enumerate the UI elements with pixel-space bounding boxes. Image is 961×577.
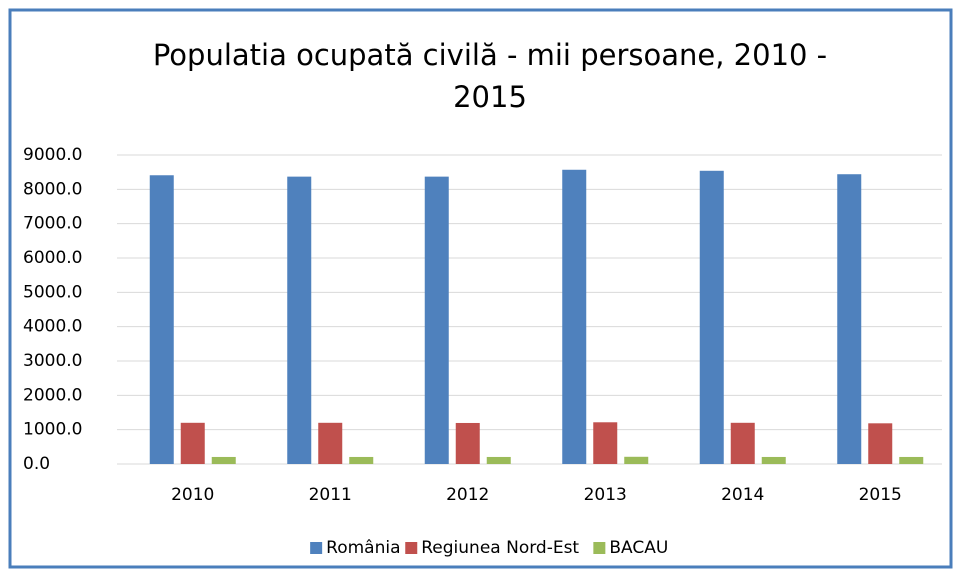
legend-label: Regiunea Nord-Est: [421, 538, 579, 558]
bar: [699, 170, 724, 464]
bar: [593, 422, 618, 464]
bar: [318, 422, 343, 464]
y-tick-label: 6000.0: [23, 248, 82, 268]
y-tick-label: 5000.0: [23, 282, 82, 302]
bar: [455, 422, 480, 464]
bar: [730, 422, 755, 464]
bar: [287, 176, 312, 464]
chart-border: [8, 8, 953, 569]
x-tick-label: 2014: [721, 485, 764, 505]
bar: [761, 456, 786, 464]
x-tick-label: 2015: [859, 485, 902, 505]
legend-swatch: [310, 542, 323, 554]
bar: [562, 169, 587, 464]
y-tick-label: 8000.0: [23, 179, 82, 199]
y-tick-label: 3000.0: [23, 351, 82, 371]
x-tick-label: 2012: [446, 485, 489, 505]
legend-label: BACAU: [609, 538, 668, 558]
legend-swatch: [593, 542, 606, 554]
bar: [349, 456, 374, 464]
bar: [486, 456, 511, 464]
bar: [180, 422, 205, 464]
bar: [424, 176, 449, 464]
y-tick-label: 1000.0: [23, 420, 82, 440]
x-tick-label: 2013: [584, 485, 627, 505]
legend-label: România: [326, 538, 400, 558]
y-tick-label: 9000.0: [23, 145, 82, 165]
bar: [211, 456, 236, 464]
x-tick-label: 2010: [171, 485, 214, 505]
x-tick-label: 2011: [309, 485, 352, 505]
chart-title: Populatia ocupată civilă - mii persoane,…: [152, 38, 828, 114]
bar: [624, 456, 649, 464]
bar: [837, 174, 862, 464]
y-tick-label: 2000.0: [23, 385, 82, 405]
legend-swatch: [405, 542, 418, 554]
bar: [899, 456, 924, 464]
bar: [149, 175, 174, 465]
y-tick-label: 0.0: [23, 454, 50, 474]
y-tick-label: 4000.0: [23, 317, 82, 337]
y-tick-label: 7000.0: [23, 214, 82, 234]
bar: [868, 423, 893, 464]
